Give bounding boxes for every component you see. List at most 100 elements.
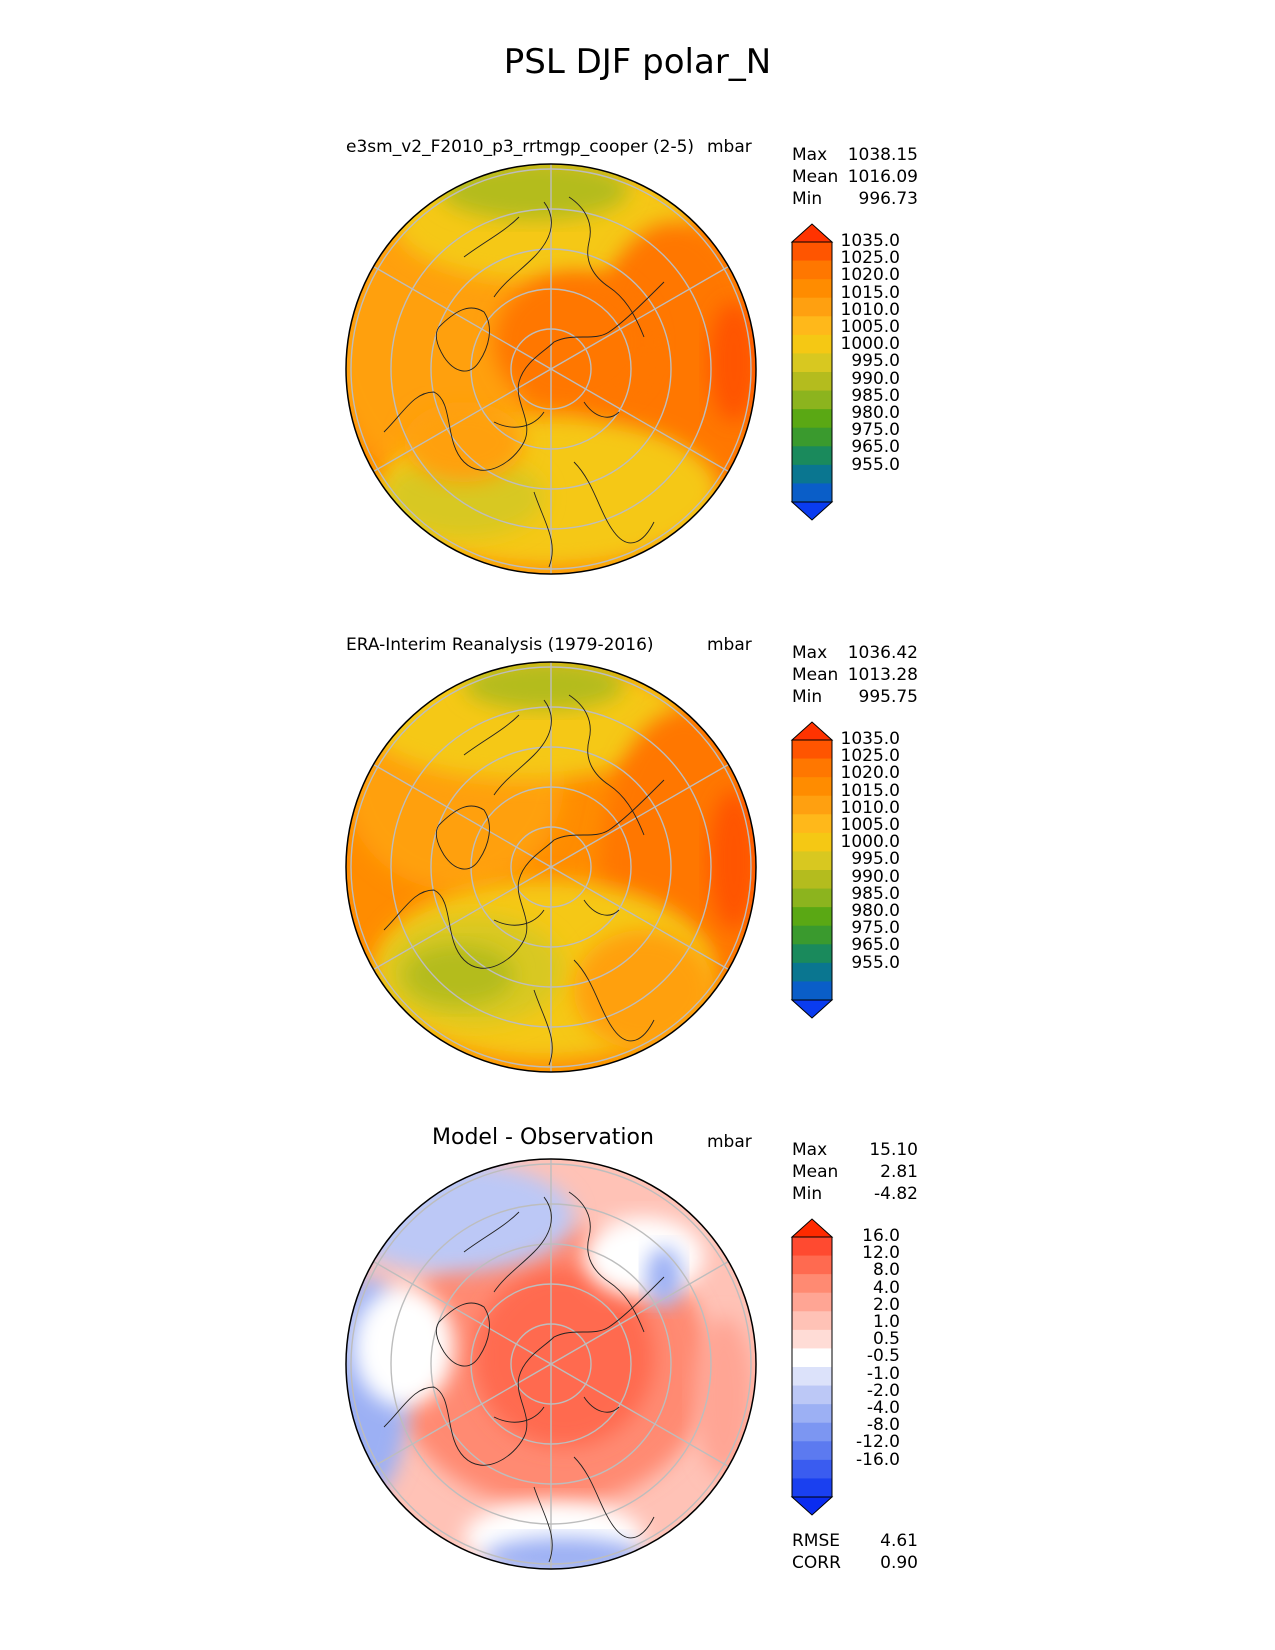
meridian-line xyxy=(550,368,734,475)
colorbar-band xyxy=(792,464,832,484)
field-patch xyxy=(494,272,654,412)
colorbar-band xyxy=(792,409,832,429)
colorbar-band xyxy=(792,944,832,964)
coastline xyxy=(493,401,620,428)
colorbar-tick-label: 995.0 xyxy=(851,351,900,372)
colorbar-band xyxy=(792,1441,832,1461)
stat-mean-value: 1013.28 xyxy=(847,665,918,685)
units-label: mbar xyxy=(707,137,752,157)
colorbar-band xyxy=(792,925,832,945)
colorbar-tick-label: 1020.0 xyxy=(840,763,900,784)
colorbar-tick-label: 1005.0 xyxy=(840,815,900,835)
colorbar-band xyxy=(792,483,832,503)
colorbar-extend-bottom xyxy=(790,999,834,1019)
panel-difference: Model - Observation mbar Max 15.10 Mean 2.… xyxy=(0,1125,1275,1605)
colorbar-tick-label: 990.0 xyxy=(851,866,900,887)
metrics-block: RMSE 4.61 CORR 0.90 xyxy=(792,1530,918,1574)
meridian-line xyxy=(368,1258,552,1365)
colorbar-band xyxy=(792,427,832,447)
colorbar-frame xyxy=(791,739,833,1001)
coastline xyxy=(435,307,490,372)
colorbar-extend-top xyxy=(790,1218,834,1238)
colorbar-tick-label: 975.0 xyxy=(851,420,900,441)
coastline xyxy=(435,1302,490,1367)
coastline xyxy=(568,1191,645,1333)
field-patch xyxy=(584,1217,704,1297)
field-layer xyxy=(346,164,756,574)
colorbar-tick-label: 1025.0 xyxy=(840,248,900,269)
colorbar-tick-label: 16.0 xyxy=(862,1226,900,1246)
colorbar-band xyxy=(792,740,832,760)
meridian-line xyxy=(368,368,552,475)
stat-min-label: Min xyxy=(792,189,823,209)
colorbar-tick-label: 1005.0 xyxy=(840,317,900,337)
colorbar-tick-label: 0.5 xyxy=(872,1329,900,1350)
rmse-value: 4.61 xyxy=(880,1531,918,1551)
colorbar-tick-label: 2.0 xyxy=(872,1294,900,1315)
rmse-label: RMSE xyxy=(792,1531,841,1551)
colorbar-tick-label: 1010.0 xyxy=(840,299,900,320)
stat-mean-label: Mean xyxy=(792,1162,839,1182)
colorbar-tick-label: -4.0 xyxy=(866,1398,900,1418)
colorbar-tick-label: 1010.0 xyxy=(840,797,900,818)
coastline xyxy=(463,699,552,796)
colorbar xyxy=(790,1218,834,1516)
colorbar-band xyxy=(792,390,832,410)
colorbar-tick-label: 1015.0 xyxy=(840,282,900,303)
colorbar-band xyxy=(792,907,832,927)
corr-value: 0.90 xyxy=(880,1553,918,1573)
colorbar-tick-label: 985.0 xyxy=(851,883,900,904)
colorbar-frame xyxy=(791,241,833,503)
field-patch xyxy=(384,457,544,537)
colorbar-extend-bottom xyxy=(790,501,834,521)
colorbar-band xyxy=(792,981,832,1001)
colorbar-band xyxy=(792,1459,832,1479)
stat-min-label: Min xyxy=(792,1184,823,1204)
stat-mean-value: 1016.09 xyxy=(847,167,918,187)
colorbar-band xyxy=(792,242,832,262)
colorbar-band xyxy=(792,1292,832,1312)
colorbar xyxy=(790,223,834,521)
colorbar xyxy=(790,721,834,1019)
map-boundary xyxy=(345,661,757,1073)
polar-map xyxy=(345,163,757,575)
meridian-line xyxy=(368,761,552,868)
colorbar-tick-label: 955.0 xyxy=(851,454,900,475)
colorbar-tick-label: 980.0 xyxy=(851,403,900,423)
panel-title: Model - Observation xyxy=(432,1125,654,1150)
colorbar-band xyxy=(792,1311,832,1331)
colorbar-band xyxy=(792,795,832,815)
coastline xyxy=(493,1396,620,1423)
colorbar-tick-label: 12.0 xyxy=(862,1243,900,1264)
coastline xyxy=(533,461,655,568)
map-boundary xyxy=(345,163,757,575)
colorbar-band xyxy=(792,962,832,982)
colorbar-band xyxy=(792,832,832,852)
colorbar-band xyxy=(792,334,832,354)
colorbar-band xyxy=(792,1367,832,1387)
colorbar-band xyxy=(792,353,832,373)
stat-min-value: 995.75 xyxy=(858,687,918,707)
colorbar-band xyxy=(792,260,832,280)
field-patch xyxy=(404,402,524,482)
colorbar-extend-bottom xyxy=(790,1496,834,1516)
field-patch xyxy=(346,1162,574,1272)
colorbar-band xyxy=(792,1478,832,1498)
panel-title: ERA-Interim Reanalysis (1979-2016) xyxy=(346,635,654,655)
stats-block: Max 1038.15 Mean 1016.09 Min 996.73 xyxy=(792,144,918,210)
meridian-line xyxy=(368,263,552,370)
stats-block: Max 15.10 Mean 2.81 Min -4.82 xyxy=(792,1139,918,1205)
coastline xyxy=(533,1456,655,1563)
meridian-line xyxy=(550,866,734,973)
coastline xyxy=(463,1196,552,1293)
colorbar-tick-label: -8.0 xyxy=(866,1415,900,1436)
colorbar-tick-label: 1000.0 xyxy=(840,334,900,355)
colorbar-tick-label: 955.0 xyxy=(851,952,900,973)
colorbar-tick-label: -12.0 xyxy=(856,1432,900,1453)
colorbar-band xyxy=(792,814,832,834)
colorbar-tick-label: 995.0 xyxy=(851,849,900,870)
colorbar-frame xyxy=(791,1236,833,1498)
colorbar-tick-label: 8.0 xyxy=(872,1260,900,1281)
colorbar-tick-label: 1020.0 xyxy=(840,265,900,286)
stat-min-value: 996.73 xyxy=(858,189,918,209)
